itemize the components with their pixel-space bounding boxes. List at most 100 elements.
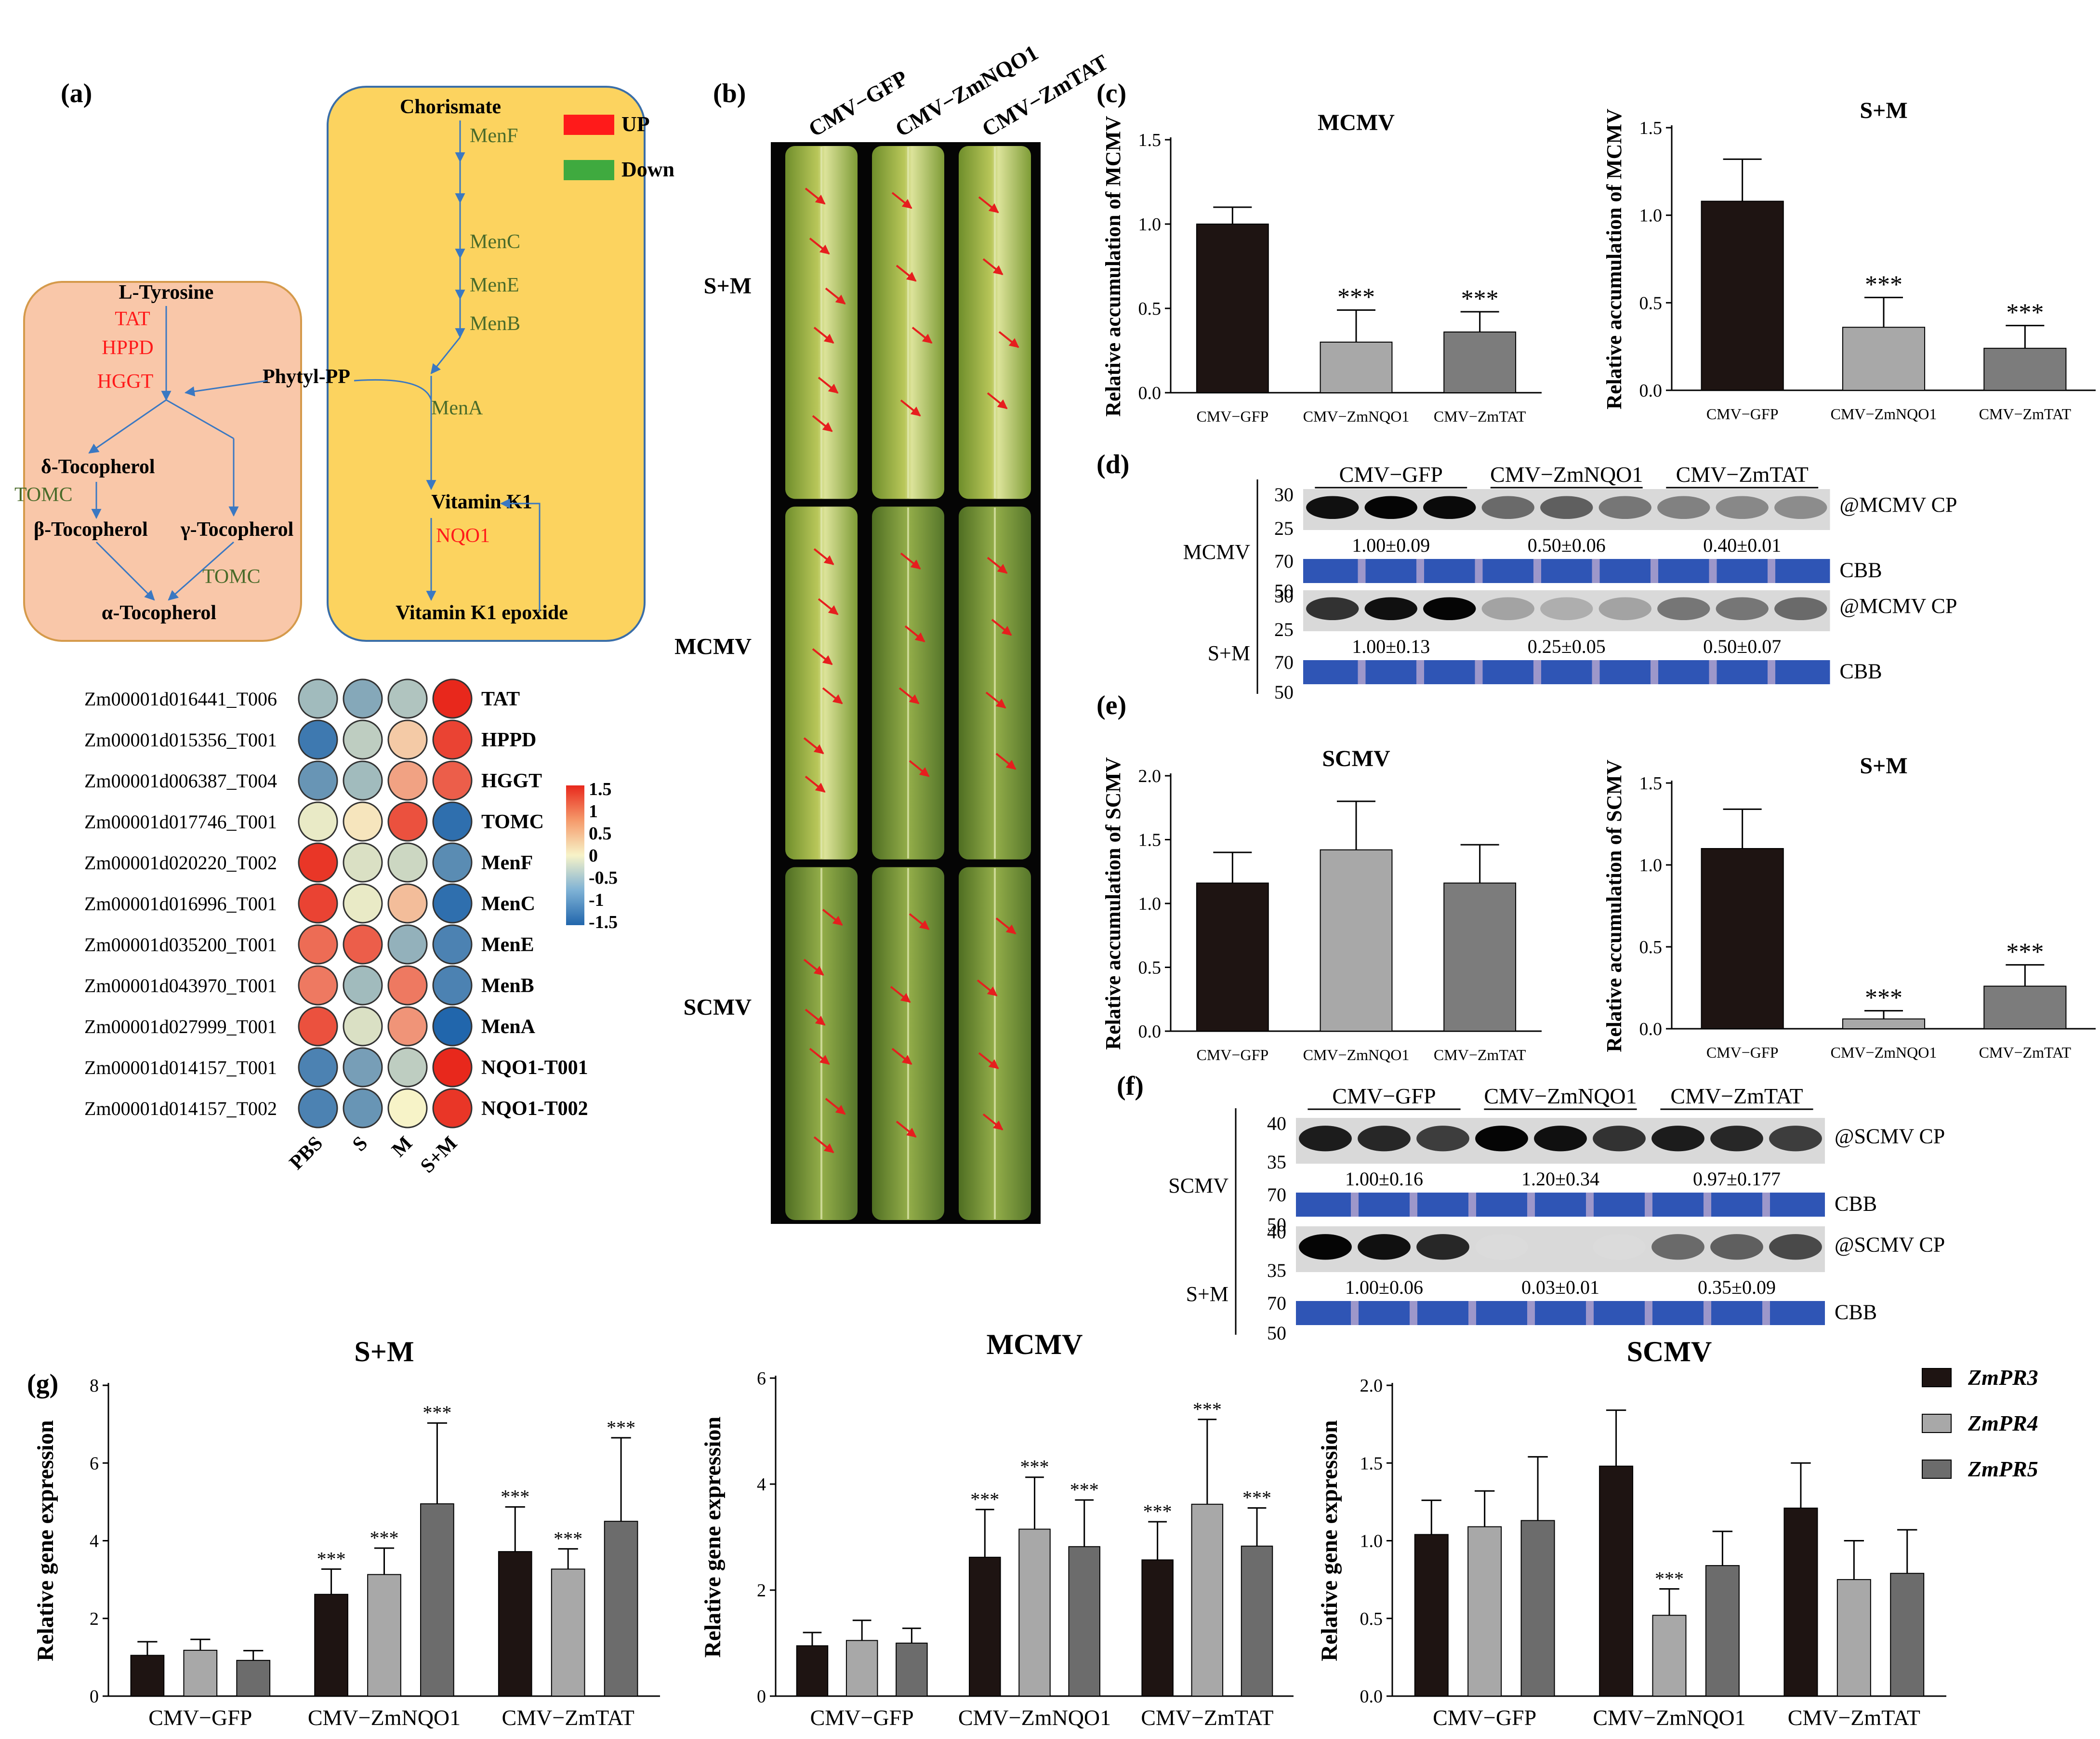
heatmap-gene-label: NQO1-T001 <box>481 1057 588 1079</box>
western-blot-f: CMV−GFP CMV−ZmNQO1 CMV−ZmTAT SCMV 40 35 @SCMV … <box>1168 1084 1945 1344</box>
significance-label: *** <box>317 1548 346 1569</box>
symptom-arrow <box>891 1048 912 1065</box>
enzyme-tomc-2: TOMC <box>202 566 261 588</box>
blot-quantification: 1.00±0.06 <box>1345 1276 1423 1298</box>
heatmap-cell <box>343 678 383 719</box>
cbb-label: CBB <box>1840 558 1882 582</box>
blot-band <box>1769 1234 1822 1260</box>
heatmap-cell <box>343 965 383 1006</box>
heatmap-cell <box>298 842 338 883</box>
significance-label: *** <box>1865 984 1902 1012</box>
blot-band <box>1593 1234 1646 1260</box>
heatmap-cell <box>432 1006 473 1047</box>
significance-label: *** <box>970 1488 999 1510</box>
blot-quantification: 1.00±0.13 <box>1352 636 1430 657</box>
x-tick-label: CMV−ZmNQO1 <box>1303 1046 1410 1063</box>
x-tick-label: CMV−ZmTAT <box>1434 408 1526 425</box>
y-tick-label: 1.0 <box>1360 1531 1383 1552</box>
enzyme-tat: TAT <box>115 308 150 330</box>
blot-band <box>1423 597 1476 621</box>
symptom-arrow <box>995 753 1017 770</box>
symptom-arrow <box>987 392 1008 410</box>
blot-quantification: 0.97±0.177 <box>1693 1168 1781 1190</box>
heatmap-gene-id: Zm00001d017746_T001 <box>84 811 277 833</box>
y-tick-label: 0 <box>90 1686 99 1707</box>
heatmap-cell <box>432 842 473 883</box>
node-phytyl-pp: Phytyl-PP <box>263 366 350 388</box>
bar <box>1443 332 1517 393</box>
enzyme-mena: MenA <box>431 397 483 419</box>
significance-label: *** <box>1242 1487 1271 1509</box>
symptom-arrow <box>900 552 921 570</box>
blot-marker: 40 <box>1267 1113 1286 1134</box>
blot-band <box>1657 496 1710 519</box>
symptom-arrow <box>909 760 930 777</box>
blot-band <box>1423 496 1476 519</box>
heatmap-gene-id: Zm00001d015356_T001 <box>84 729 277 751</box>
heatmap-cell <box>298 760 338 801</box>
x-tick-label: CMV−GFP <box>1197 1046 1269 1063</box>
chart-title: S+M <box>1860 753 1907 779</box>
bar <box>1983 347 2067 391</box>
chart-e-3: S+M 0.0 0.5 1.0 1.5 Relative accumulation of … <box>1602 753 2096 1061</box>
heatmap-gene-label: TAT <box>481 688 520 710</box>
heatmap-cell <box>298 1006 338 1047</box>
heatmap-gene-label: TOMC <box>481 811 544 833</box>
y-tick-label: 1.5 <box>1639 118 1663 138</box>
blot-band <box>1769 1126 1822 1152</box>
panel-label-a: (a) <box>61 79 92 108</box>
chart-title: S+M <box>1860 98 1907 123</box>
blot-marker: 30 <box>1274 585 1294 607</box>
y-tick-label: 0.0 <box>1639 1019 1663 1039</box>
bar <box>969 1556 1001 1697</box>
blot-band <box>1481 597 1534 621</box>
blot-marker: 30 <box>1274 484 1294 505</box>
bar <box>1983 985 2067 1029</box>
blot-quantification: 1.00±0.16 <box>1345 1168 1423 1190</box>
heatmap-color-scale: 1.510.50-0.5-1-1.5 <box>566 779 618 932</box>
chart-g-5: MCMV 0 2 4 6 Relative gene expression CMV−GFP C… <box>700 1328 1294 1730</box>
y-tick-label: 8 <box>90 1376 99 1396</box>
panel-label-f: (f) <box>1117 1071 1144 1101</box>
chart-g-4: S+M 0 2 4 6 8 Relative gene expression CMV−GFP C… <box>33 1336 660 1730</box>
tocopherol-box <box>23 281 302 642</box>
symptom-arrow <box>813 327 834 344</box>
blot-band <box>1774 597 1827 621</box>
blot-marker: 70 <box>1274 550 1294 572</box>
symptom-arrow <box>890 986 911 1003</box>
y-tick-label: 0.5 <box>1639 937 1663 957</box>
chart-c-1: S+M 0.0 0.5 1.0 1.5 Relative accumulation of … <box>1602 98 2096 423</box>
symptom-arrow <box>904 625 925 642</box>
blot-band <box>1364 597 1417 621</box>
enzyme-menc: MenC <box>470 231 520 253</box>
blot-band <box>1710 1234 1763 1260</box>
heatmap-cell <box>432 965 473 1006</box>
symptom-arrow <box>977 979 998 996</box>
y-tick-label: 4 <box>90 1531 99 1552</box>
bar <box>1196 224 1269 393</box>
chart-title: SCMV <box>1322 746 1390 771</box>
significance-label: *** <box>1655 1567 1684 1589</box>
heatmap-cell <box>343 842 383 883</box>
bar <box>1196 882 1269 1032</box>
photo-row-label: MCMV <box>674 634 752 660</box>
blot-antibody-label: @SCMV CP <box>1835 1124 1945 1148</box>
heatmap-column-label: PBS <box>285 1132 327 1174</box>
symptom-arrow <box>909 913 930 930</box>
symptom-arrow <box>991 619 1012 636</box>
heatmap-cell <box>298 678 338 719</box>
heatmap-cell <box>298 719 338 760</box>
heatmap-gene-id: Zm00001d043970_T001 <box>84 975 277 996</box>
scale-tick: 0 <box>589 846 598 866</box>
y-tick-label: 2.0 <box>1360 1376 1383 1396</box>
significance-label: *** <box>554 1527 582 1549</box>
symptom-arrow <box>978 1052 999 1069</box>
blot-band <box>1364 496 1417 519</box>
legend-up-swatch <box>564 115 614 135</box>
blot-band <box>1306 597 1359 621</box>
heatmap-cell <box>432 760 473 801</box>
photo-row-label: S+M <box>704 273 752 299</box>
enzyme-hggt: HGGT <box>97 371 154 393</box>
symptom-arrow <box>803 737 824 755</box>
symptom-arrow <box>995 917 1017 935</box>
